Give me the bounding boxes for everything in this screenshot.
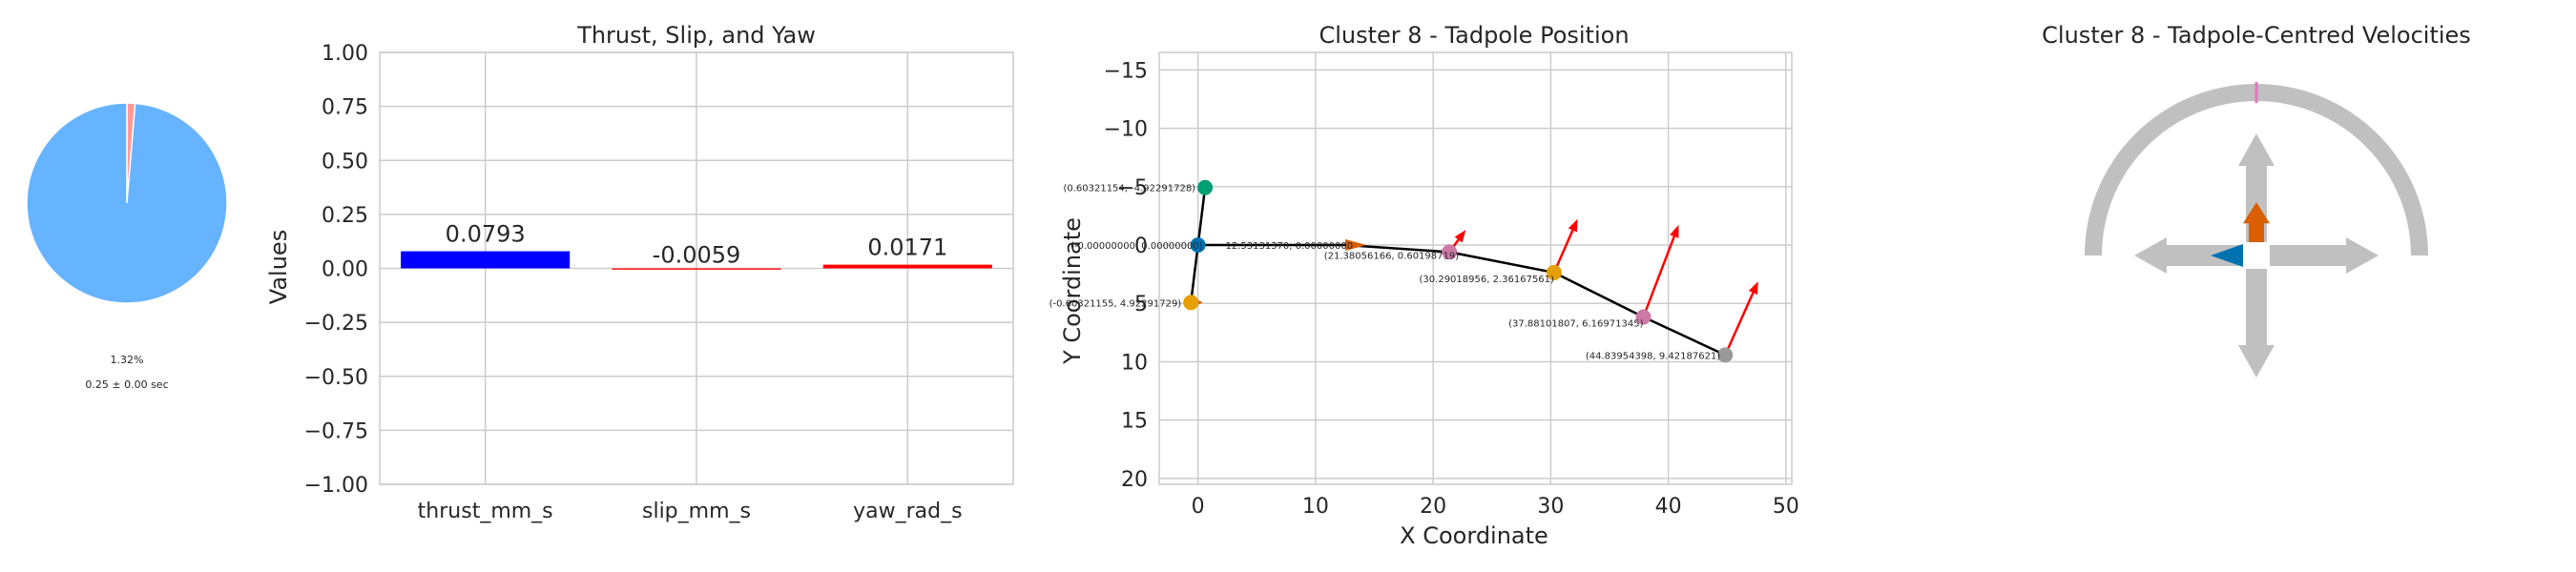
bar-xtick-label: slip_mm_s	[642, 500, 751, 523]
position-xtick-label: 50	[1773, 495, 1799, 519]
gauge-ring	[2085, 84, 2428, 255]
velocity-arrow-shaft	[1642, 235, 1675, 318]
pie-time-label: 0.25 ± 0.00 sec	[85, 378, 168, 391]
gauge-arrow-right	[2270, 237, 2379, 274]
position-chart-title: Cluster 8 - Tadpole Position	[1319, 22, 1629, 49]
position-point-label: (30.29018956, 2.36167561)	[1420, 275, 1555, 285]
position-ytick-label: −10	[1104, 118, 1148, 142]
position-point-label: (-0.60321155, 4.92291729)	[1049, 298, 1182, 309]
position-ytick-label: −5	[1117, 176, 1148, 200]
velocity-arrow-shaft	[1552, 229, 1574, 274]
position-point	[1442, 244, 1458, 260]
bar-slip_mm_s	[612, 268, 781, 270]
bar-ytick-label: −0.75	[304, 419, 368, 443]
position-xtick-label: 20	[1420, 495, 1446, 519]
gauge-arrow-left	[2134, 237, 2243, 274]
velocity-arrow-shaft	[1724, 292, 1755, 356]
velocity-arrow-head	[1670, 224, 1679, 238]
bar-yaw_rad_s	[822, 264, 992, 269]
position-xtick-label: 0	[1192, 495, 1205, 519]
velocity-gauge-title: Cluster 8 - Tadpole-Centred Velocities	[2042, 22, 2471, 49]
position-point	[1546, 264, 1562, 280]
bar-ytick-label: 0.75	[322, 96, 368, 120]
position-point	[1183, 295, 1199, 311]
velocity-gauge	[2085, 82, 2428, 378]
position-ytick-label: 15	[1121, 410, 1148, 434]
position-point-label: (44.83954398, 9.42187621)	[1586, 351, 1721, 361]
pie-slice	[26, 102, 228, 304]
bar-ytick-label: −1.00	[304, 474, 368, 498]
velocity-arrow-head	[1454, 230, 1466, 243]
gauge-arrow-up	[2238, 133, 2275, 242]
bar-value-label: 0.0171	[867, 235, 947, 261]
bar-ytick-label: −0.25	[304, 312, 368, 336]
gauge-thrust-arrow	[2243, 202, 2270, 242]
bar-xtick-label: yaw_rad_s	[853, 500, 962, 523]
position-plot-frame	[1158, 51, 1793, 485]
bar-chart-ylabel: Values	[265, 230, 292, 304]
pie-panel	[26, 102, 228, 304]
gauge-slip-arrow	[2211, 244, 2243, 267]
position-ytick-label: −15	[1104, 59, 1148, 83]
position-point	[1635, 309, 1652, 325]
bar-ytick-label: −0.50	[304, 366, 368, 390]
position-ytick-label: 5	[1134, 293, 1148, 317]
position-point-label: (0.60321154, -4.92291728)	[1063, 184, 1195, 194]
position-point-label: (21.38056166, 0.60198719)	[1324, 251, 1460, 261]
bar-ytick-label: 0.25	[322, 204, 368, 228]
position-ytick-label: 0	[1134, 235, 1148, 258]
heading-arrow	[1345, 239, 1367, 252]
position-ytick-label: 20	[1121, 468, 1148, 492]
position-point-label: 12.53131370, 0.00000000	[1225, 241, 1353, 252]
position-xtick-label: 40	[1655, 495, 1682, 519]
position-xtick-label: 10	[1302, 495, 1329, 519]
position-chart: 0 10 20 30 40 50 −15 −10 −5 0 5 10 15 20 (0.60321154, …	[1049, 51, 1799, 519]
position-point	[1197, 179, 1214, 195]
bar-chart-title: Thrust, Slip, and Yaw	[576, 22, 816, 49]
tadpole-trail-line	[1197, 243, 1726, 357]
position-point	[1717, 347, 1734, 363]
position-ytick-label: 10	[1121, 351, 1148, 375]
position-chart-ylabel: Y Coordinate	[1059, 217, 1086, 365]
bar-ytick-label: 0.50	[322, 150, 368, 174]
bar-value-label: 0.0793	[446, 221, 526, 248]
bar-ytick-label: 0.00	[322, 258, 368, 282]
bar-ytick-label: 1.00	[322, 42, 368, 66]
pie-percent-label: 1.32%	[111, 354, 144, 366]
bar-xtick-label: thrust_mm_s	[418, 500, 553, 523]
gauge-arrow-down	[2238, 269, 2275, 378]
bar-thrust_mm_s	[401, 251, 571, 269]
position-point	[1190, 237, 1206, 254]
position-xtick-label: 30	[1537, 495, 1564, 519]
bar-value-label: -0.0059	[653, 242, 741, 269]
position-point-label: (37.88101807, 6.16971345)	[1508, 319, 1644, 330]
bar-chart: −1.00 −0.75 −0.50 −0.25 0.00 0.25 0.50 0.75 1.00…	[304, 42, 1014, 523]
position-point-label: (-0.00000000, 0.00000000)	[1070, 241, 1203, 252]
position-chart-xlabel: X Coordinate	[1400, 522, 1548, 549]
velocity-arrow-head	[1748, 281, 1758, 296]
velocity-arrow-head	[1568, 218, 1578, 233]
